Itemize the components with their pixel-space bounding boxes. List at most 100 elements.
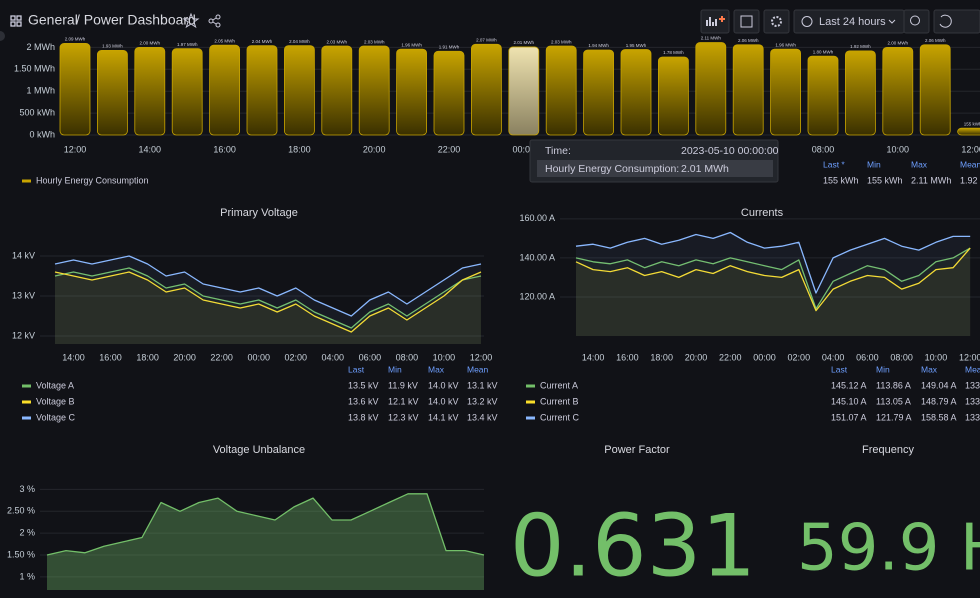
- area: [55, 272, 481, 344]
- y-tick-label: 140.00 A: [519, 252, 555, 262]
- y-tick-label: 500 kWh: [19, 107, 55, 117]
- legend-value: 158.58 A: [921, 412, 957, 422]
- bar: [283, 45, 315, 136]
- x-tick-label: 22:00: [719, 352, 742, 362]
- legend-value: 113.05 A: [876, 396, 911, 406]
- legend-value: 121.79 A: [876, 412, 912, 422]
- tooltip-value: 2.01 MWh: [681, 163, 729, 175]
- legend-header: Last: [348, 364, 365, 374]
- legend-value: 155 kWh: [823, 175, 859, 185]
- settings-icon: [771, 16, 782, 27]
- x-tick-label: 06:00: [359, 352, 382, 362]
- legend-value: 13.2 kV: [467, 396, 498, 406]
- area: [47, 493, 484, 590]
- area: [576, 232, 971, 336]
- panel-title: Currents: [741, 207, 784, 219]
- bar: [246, 45, 278, 136]
- x-tick-label: 12:00: [64, 144, 87, 154]
- x-tick-label: 12:00: [959, 352, 980, 362]
- time-range: Last 24 hours: [819, 16, 886, 28]
- x-tick-label: 04:00: [822, 352, 845, 362]
- zoom-out-button[interactable]: [903, 9, 930, 34]
- apps-icon[interactable]: [10, 15, 22, 27]
- legend-label: Hourly Energy Consumption: [36, 175, 149, 185]
- line: [54, 271, 482, 333]
- legend-header: Max: [921, 364, 938, 374]
- x-tick-label: 14:00: [582, 352, 605, 362]
- bar: [321, 45, 353, 136]
- legend-value: 2.11 MWh: [911, 175, 951, 185]
- y-tick-label: 2.50 %: [7, 506, 35, 516]
- legend-value: 13.8 kV: [348, 412, 379, 422]
- breadcrumb[interactable]: General: [28, 12, 78, 28]
- legend-value: 149.04 A: [921, 380, 957, 390]
- bar: [470, 43, 502, 136]
- y-tick-label: 0 kWh: [29, 129, 55, 139]
- legend-value: 145.10 A: [831, 396, 867, 406]
- x-tick-label: 18:00: [650, 352, 673, 362]
- x-tick-label: 18:00: [136, 352, 159, 362]
- y-tick-label: 1.50 %: [7, 549, 35, 559]
- x-tick-label: 00:00: [247, 352, 270, 362]
- line: [54, 255, 482, 317]
- bar: [732, 44, 764, 136]
- panel-title: Voltage Unbalance: [213, 444, 305, 456]
- panel-title: Power Factor: [604, 444, 670, 456]
- bar-value-label: 155 kWh: [964, 121, 980, 126]
- bar: [545, 45, 577, 136]
- bar: [171, 48, 203, 136]
- x-tick-label: 14:00: [62, 352, 85, 362]
- bar-value-label: 1.93 MWh: [102, 44, 123, 49]
- line: [46, 493, 485, 556]
- settings-button[interactable]: [763, 9, 790, 34]
- bar-value-label: 2.00 MWh: [888, 41, 909, 46]
- legend-label: Current B: [540, 396, 579, 406]
- legend-value: 155 kWh: [867, 175, 903, 185]
- bar: [97, 50, 128, 136]
- x-tick-label: 06:00: [856, 352, 879, 362]
- legend-value: 113.86 A: [876, 380, 911, 390]
- bar-value-label: 2.06 MWh: [925, 38, 946, 43]
- legend-value: 1.92: [960, 175, 978, 185]
- x-tick-label: 08:00: [890, 352, 913, 362]
- x-tick-label: 16:00: [213, 144, 236, 154]
- x-tick-label: 00:00: [753, 352, 776, 362]
- legend-value: 148.79 A: [921, 396, 957, 406]
- refresh-button[interactable]: [933, 9, 980, 34]
- panels: 0 kWh 500 kWh 1 MWh 1.50 MWh 2 MWh 12:00 14:00…: [7, 36, 980, 596]
- bar: [583, 49, 614, 136]
- bar: [770, 48, 801, 136]
- area: [576, 248, 971, 336]
- legend-header: Min: [388, 364, 402, 374]
- refresh-icon: [939, 14, 952, 28]
- bar-value-label: 2.07 MWh: [476, 38, 497, 43]
- tooltip-time-label: Time:: [545, 145, 571, 157]
- legend-value: 12.3 kV: [388, 412, 419, 422]
- bar: [209, 44, 241, 136]
- bar-value-label: 2.03 MWh: [327, 39, 348, 44]
- bar: [658, 56, 689, 136]
- x-tick-label: 20:00: [685, 352, 708, 362]
- star-icon[interactable]: [182, 12, 200, 29]
- x-tick-label: 16:00: [616, 352, 639, 362]
- bar: [845, 50, 876, 136]
- share-icon[interactable]: [208, 14, 221, 28]
- bar-value-label: 2.04 MWh: [289, 39, 310, 44]
- legend-label: Voltage C: [36, 412, 76, 422]
- legend-label: Current C: [540, 412, 580, 422]
- zoom-icon: [910, 15, 920, 26]
- x-tick-label: 20:00: [173, 352, 196, 362]
- x-tick-label: 22:00: [438, 144, 461, 154]
- y-tick-label: 3 %: [19, 484, 35, 494]
- x-tick-label: 20:00: [363, 144, 386, 154]
- save-button[interactable]: [733, 9, 760, 34]
- legend-label: Current A: [540, 380, 578, 390]
- x-tick-label: 16:00: [99, 352, 122, 362]
- legend-header: Min: [876, 364, 890, 374]
- clock-icon: [801, 16, 813, 27]
- y-tick-label: 2 MWh: [26, 42, 55, 52]
- line: [575, 247, 971, 310]
- panel-title: Frequency: [862, 444, 914, 456]
- add-icon: [719, 16, 725, 22]
